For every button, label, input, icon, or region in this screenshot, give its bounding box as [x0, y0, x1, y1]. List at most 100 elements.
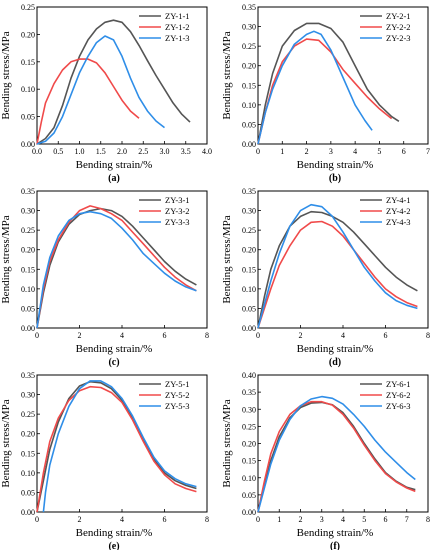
series-line-ZY-2-1 — [257, 22, 400, 145]
x-axis-label: Bending strain/% — [297, 343, 374, 355]
series-line-ZY-4-3 — [257, 203, 418, 329]
y-tick-label: 0.00 — [242, 508, 256, 517]
x-axis-label: Bending strain/% — [297, 527, 374, 539]
y-tick-label: 0.05 — [242, 491, 256, 500]
chart-panel-6: 0 1 2 3 4 5 6 7 8 0.00 0.05 0.10 0.15 0.20 0.25 0.30 0.3… — [221, 371, 430, 550]
panel-label: (e) — [108, 541, 119, 550]
y-tick-label: 0.10 — [21, 85, 35, 94]
legend-label: ZY-2-2 — [386, 22, 411, 32]
series-line-ZY-5-3 — [42, 380, 197, 513]
x-tick-label: 4 — [120, 515, 124, 524]
chart-panel-3: 0 2 4 6 8 0.00 0.05 0.10 0.15 0.20 0.25 0.30 0.35 Ben… — [0, 187, 209, 368]
y-tick-label: 0.30 — [21, 391, 35, 400]
legend-label: ZY-6-2 — [386, 390, 411, 400]
y-tick-label: 0.10 — [242, 285, 256, 294]
x-tick-label: 6 — [384, 331, 388, 340]
y-axis-label: Bending stress/MPa — [221, 399, 233, 487]
x-tick-label: 1.5 — [96, 147, 106, 156]
y-tick-label: 0.15 — [242, 265, 256, 274]
series-line-ZY-3-1 — [36, 207, 197, 329]
legend-label: ZY-6-1 — [386, 379, 411, 389]
x-tick-label: 8 — [205, 331, 209, 340]
chart-panel-4: 0 2 4 6 8 0.00 0.05 0.10 0.15 0.20 0.25 0.30 0.35 Ben… — [221, 187, 430, 368]
series-line-ZY-4-2 — [257, 220, 418, 329]
x-tick-label: 2 — [78, 331, 82, 340]
y-tick-label: 0.20 — [21, 430, 35, 439]
legend-label: ZY-3-1 — [165, 195, 190, 205]
plot-frame — [257, 6, 429, 145]
y-tick-label: 0.15 — [21, 265, 35, 274]
panel-label: (f) — [330, 541, 340, 550]
y-tick-label: 0.00 — [21, 324, 35, 333]
x-tick-label: 5 — [362, 515, 366, 524]
y-axis-label: Bending stress/MPa — [0, 31, 12, 119]
y-tick-label: 0.20 — [21, 30, 35, 39]
series-line-ZY-3-2 — [36, 205, 197, 329]
x-axis-label: Bending strain/% — [76, 159, 153, 171]
legend-label: ZY-1-3 — [165, 33, 190, 43]
legend-label: ZY-1-2 — [165, 22, 190, 32]
y-tick-label: 0.30 — [242, 405, 256, 414]
y-tick-label: 0.05 — [21, 488, 35, 497]
x-tick-label: 7 — [405, 515, 409, 524]
y-tick-label: 0.05 — [21, 304, 35, 313]
panel-label: (c) — [108, 357, 119, 368]
y-tick-label: 0.40 — [242, 371, 256, 380]
panel-label: (b) — [329, 173, 341, 184]
y-tick-label: 0.00 — [242, 324, 256, 333]
x-tick-label: 6 — [163, 331, 167, 340]
x-tick-label: 4 — [120, 331, 124, 340]
y-tick-label: 0.35 — [21, 371, 35, 380]
y-tick-label: 0.05 — [242, 304, 256, 313]
x-tick-label: 3 — [320, 515, 324, 524]
legend-label: ZY-6-3 — [386, 401, 411, 411]
x-tick-label: 4 — [341, 515, 345, 524]
x-tick-label: 1.0 — [75, 147, 85, 156]
y-axis-label: Bending stress/MPa — [0, 399, 12, 487]
x-tick-label: 5 — [377, 147, 381, 156]
panel-label: (d) — [329, 357, 341, 368]
x-tick-label: 4.0 — [202, 147, 212, 156]
x-axis-label: Bending strain/% — [297, 159, 374, 171]
y-tick-label: 0.25 — [21, 226, 35, 235]
x-tick-label: 0 — [256, 331, 260, 340]
legend-label: ZY-5-3 — [165, 401, 190, 411]
x-tick-label: 3.0 — [160, 147, 170, 156]
x-tick-label: 7 — [426, 147, 430, 156]
x-tick-label: 4 — [353, 147, 357, 156]
x-tick-label: 0 — [35, 515, 39, 524]
legend-label: ZY-3-3 — [165, 217, 190, 227]
y-tick-label: 0.15 — [21, 449, 35, 458]
x-tick-label: 4 — [341, 331, 345, 340]
x-tick-label: 3 — [329, 147, 333, 156]
legend-label: ZY-2-3 — [386, 33, 411, 43]
x-tick-label: 0.0 — [32, 147, 42, 156]
x-tick-label: 2 — [305, 147, 309, 156]
y-tick-label: 0.35 — [242, 388, 256, 397]
legend-label: ZY-4-3 — [386, 217, 411, 227]
y-tick-label: 0.10 — [21, 469, 35, 478]
panel-label: (a) — [108, 173, 120, 184]
chart-panel-2: 0 1 2 3 4 5 6 7 0.00 0.05 0.10 0.15 0.20 0.25 0.30 0.35… — [221, 3, 430, 184]
x-tick-label: 0 — [256, 515, 260, 524]
series-line-ZY-2-2 — [257, 38, 393, 145]
legend-label: ZY-3-2 — [165, 206, 190, 216]
y-tick-label: 0.25 — [242, 226, 256, 235]
legend-label: ZY-5-2 — [165, 390, 190, 400]
series-line-ZY-1-3 — [36, 35, 165, 145]
y-tick-label: 0.10 — [242, 101, 256, 110]
y-tick-label: 0.00 — [242, 140, 256, 149]
x-tick-label: 8 — [426, 515, 430, 524]
y-tick-label: 0.20 — [242, 62, 256, 71]
series-line-ZY-5-1 — [36, 380, 197, 513]
x-tick-label: 6 — [384, 515, 388, 524]
y-tick-label: 0.35 — [242, 3, 256, 12]
y-tick-label: 0.25 — [242, 422, 256, 431]
y-tick-label: 0.25 — [21, 3, 35, 12]
series-line-ZY-2-3 — [257, 30, 373, 145]
x-axis-label: Bending strain/% — [76, 343, 153, 355]
y-tick-label: 0.20 — [242, 440, 256, 449]
x-tick-label: 2 — [78, 515, 82, 524]
y-tick-label: 0.30 — [242, 23, 256, 32]
